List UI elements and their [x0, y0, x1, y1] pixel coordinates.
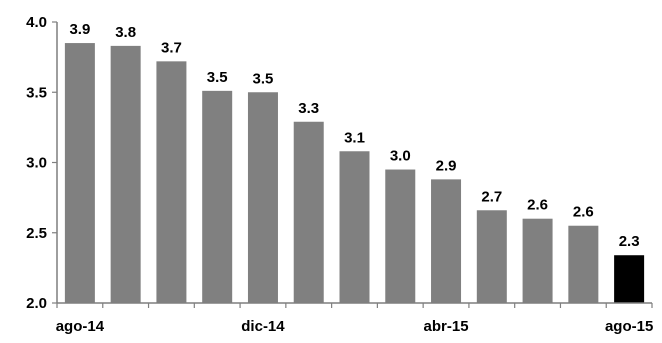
x-tick-label: abr-15 [424, 318, 469, 335]
bar [247, 92, 278, 303]
data-label: 3.3 [298, 100, 319, 117]
y-tick-label: 2.5 [26, 225, 47, 242]
data-label: 3.5 [253, 70, 274, 87]
data-label: 3.0 [390, 148, 411, 165]
bar [476, 210, 507, 303]
x-tick-label: ago-14 [56, 318, 105, 335]
data-label: 3.8 [115, 24, 136, 41]
bar [110, 45, 141, 303]
bar [339, 151, 370, 303]
bar [64, 43, 95, 303]
bar [202, 90, 233, 303]
bar [522, 218, 553, 303]
bar [385, 169, 416, 303]
bar [293, 121, 324, 303]
data-label: 2.6 [527, 197, 548, 214]
data-label: 3.9 [69, 21, 90, 38]
bar [431, 179, 462, 303]
x-ticks-group: ago-14 dic-14 abr-15 ago-15 [56, 303, 653, 335]
y-tick-label: 3.0 [26, 155, 47, 172]
data-label: 2.3 [619, 233, 640, 250]
data-label: 3.1 [344, 129, 365, 146]
data-label: 2.7 [481, 188, 502, 205]
y-tick-label: 4.0 [26, 14, 47, 31]
data-label: 2.9 [436, 157, 457, 174]
bar [156, 61, 187, 304]
data-labels-group: 3.9 3.8 3.7 3.5 3.5 3.3 3.1 3.0 2.9 2.7 2.6 2.6 2.3 [69, 21, 639, 250]
y-tick-label: 2.0 [26, 295, 47, 312]
bar [614, 255, 645, 303]
data-label: 2.6 [573, 204, 594, 221]
y-ticks-group: 2.0 2.5 3.0 3.5 4.0 [26, 14, 57, 312]
data-label: 3.7 [161, 39, 182, 56]
x-tick-label: dic-14 [241, 318, 285, 335]
data-label: 3.5 [207, 69, 228, 86]
x-tick-label: ago-15 [605, 318, 653, 335]
y-tick-label: 3.5 [26, 84, 47, 101]
bars-group [64, 43, 645, 304]
bar [568, 225, 599, 303]
